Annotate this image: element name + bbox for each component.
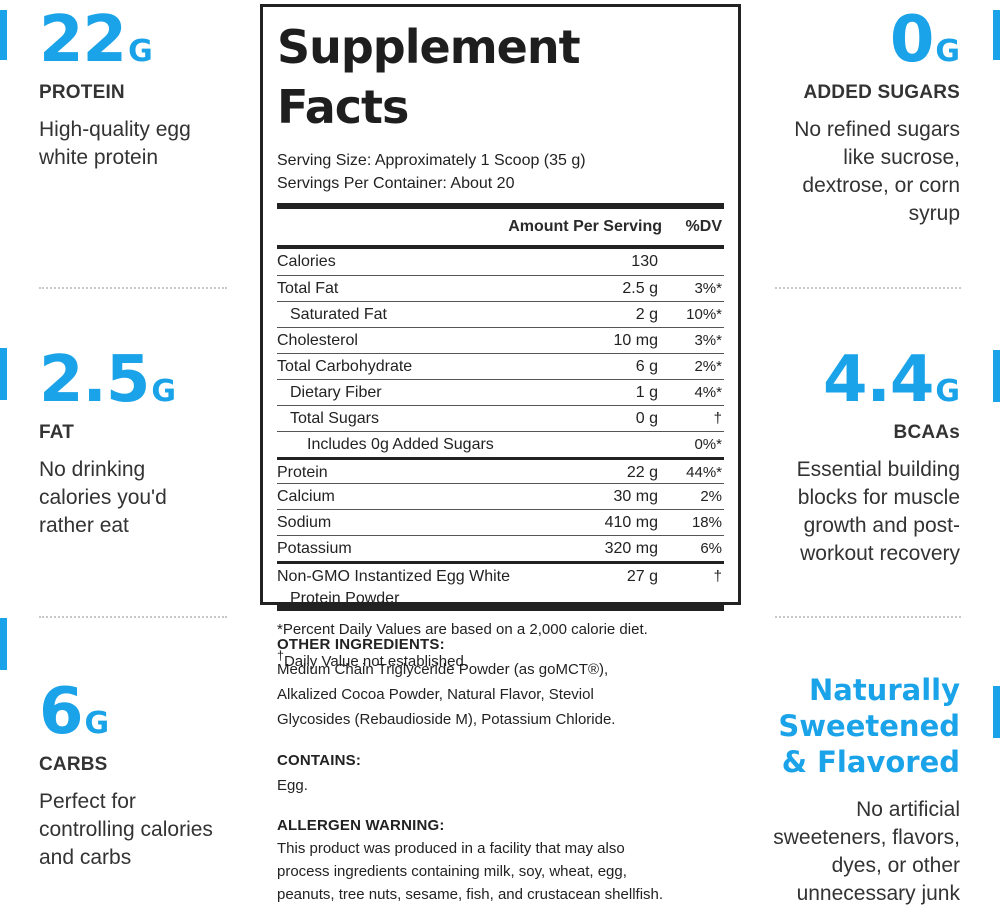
accent-bar-left-2: [0, 348, 7, 400]
stat-added-sugars: 0G ADDED SUGARS No refined sugars like su…: [794, 8, 960, 228]
stat-description: Essential building blocks for muscle growt…: [796, 458, 960, 565]
stat-value: 0G: [889, 3, 960, 77]
facts-row: Calories 130: [277, 253, 658, 270]
facts-row: Dietary Fiber 1 g 4%*: [277, 379, 724, 405]
facts-header-row: Amount Per Serving %DV: [277, 209, 724, 245]
divider-thick: [277, 203, 724, 209]
allergen-warning: ALLERGEN WARNING: This product was produ…: [277, 814, 747, 906]
divider-left-2: [39, 616, 227, 618]
stat-description: High-quality egg white protein: [39, 118, 191, 169]
facts-row: Saturated Fat 2 g 10%*: [277, 301, 724, 327]
servings-per-container: Servings Per Container: About 20: [277, 175, 515, 192]
contains: CONTAINS: Egg.: [277, 748, 747, 798]
stat-naturally-sweetened: Naturally Sweetened & Flavored No artifici…: [773, 672, 960, 908]
stat-protein: 22G PROTEIN High-quality egg white protei…: [39, 8, 191, 172]
facts-row: Protein 22 g 44%*: [277, 457, 724, 483]
other-ingredients-heading: OTHER INGREDIENTS:: [277, 636, 445, 653]
divider-left-1: [39, 287, 227, 289]
stat-fat: 2.5G FAT No drinking calories you'd rather…: [39, 348, 176, 540]
stat-value: 6G: [39, 675, 110, 749]
facts-row: Calcium 30 mg 2%: [277, 483, 724, 509]
serving-size: Serving Size: Approximately 1 Scoop (35 …: [277, 152, 586, 169]
accent-bar-right-3: [993, 686, 1000, 738]
stat-bcaas: 4.4G BCAAs Essential building blocks for …: [797, 348, 960, 568]
allergen-heading: ALLERGEN WARNING:: [277, 817, 445, 834]
facts-row: Potassium 320 mg 6%: [277, 535, 724, 561]
ingredients-section: OTHER INGREDIENTS: Medium Chain Triglyce…: [277, 632, 747, 913]
other-ingredients: OTHER INGREDIENTS: Medium Chain Triglyce…: [277, 632, 747, 732]
facts-row: Total Sugars 0 g †: [277, 405, 724, 431]
stat-description: No drinking calories you'd rather eat: [39, 458, 167, 537]
footnote-daily-values: *Percent Daily Values are based on a 2,0…: [277, 621, 648, 638]
stat-label: PROTEIN: [39, 82, 125, 103]
stat-description: Perfect for controlling calories and carbs: [39, 790, 213, 869]
stat-carbs: 6G CARBS Perfect for controlling calories…: [39, 680, 213, 872]
contains-text: Egg.: [277, 777, 308, 794]
facts-row: Sodium 410 mg 18%: [277, 509, 724, 535]
headline: Naturally Sweetened & Flavored: [778, 673, 960, 779]
stat-value: 2.5G: [39, 343, 176, 417]
divider-right-2: [775, 616, 961, 618]
accent-bar-right-2: [993, 350, 1000, 402]
stat-label: ADDED SUGARS: [803, 82, 960, 103]
header-dv: %DV: [685, 218, 722, 235]
divider-right-1: [775, 287, 961, 289]
accent-bar-right-1: [993, 10, 1000, 60]
footnotes: *Percent Daily Values are based on a 2,0…: [277, 617, 724, 675]
stat-description: No refined sugars like sucrose, dextrose, …: [794, 118, 960, 225]
header-amount: Amount Per Serving: [508, 218, 662, 235]
facts-row: Includes 0g Added Sugars 0%*: [277, 431, 724, 457]
supplement-facts-panel: Supplement Facts Serving Size: Approxima…: [260, 4, 741, 670]
facts-title: Supplement Facts: [277, 20, 581, 134]
facts-row: Total Carbohydrate 6 g 2%*: [277, 353, 724, 379]
accent-bar-left-1: [0, 10, 7, 60]
stat-label: BCAAs: [893, 422, 960, 443]
stat-value: 22G: [39, 3, 153, 77]
facts-row: Non-GMO Instantized Egg White Protein Pow…: [277, 561, 724, 607]
accent-bar-left-3: [0, 618, 7, 670]
facts-row: Total Fat 2.5 g 3%*: [277, 275, 724, 301]
stat-label: FAT: [39, 422, 75, 443]
stat-description: No artificial sweeteners, flavors, dyes, o…: [773, 798, 960, 905]
footnote-not-established: †Daily Value not established.: [277, 649, 468, 670]
divider-medium: [277, 245, 724, 249]
stat-label: CARBS: [39, 754, 108, 775]
facts-row: Cholesterol 10 mg 3%*: [277, 327, 724, 353]
stat-value: 4.4G: [823, 343, 960, 417]
contains-heading: CONTAINS:: [277, 752, 362, 769]
divider-thick-bottom: [277, 605, 724, 611]
